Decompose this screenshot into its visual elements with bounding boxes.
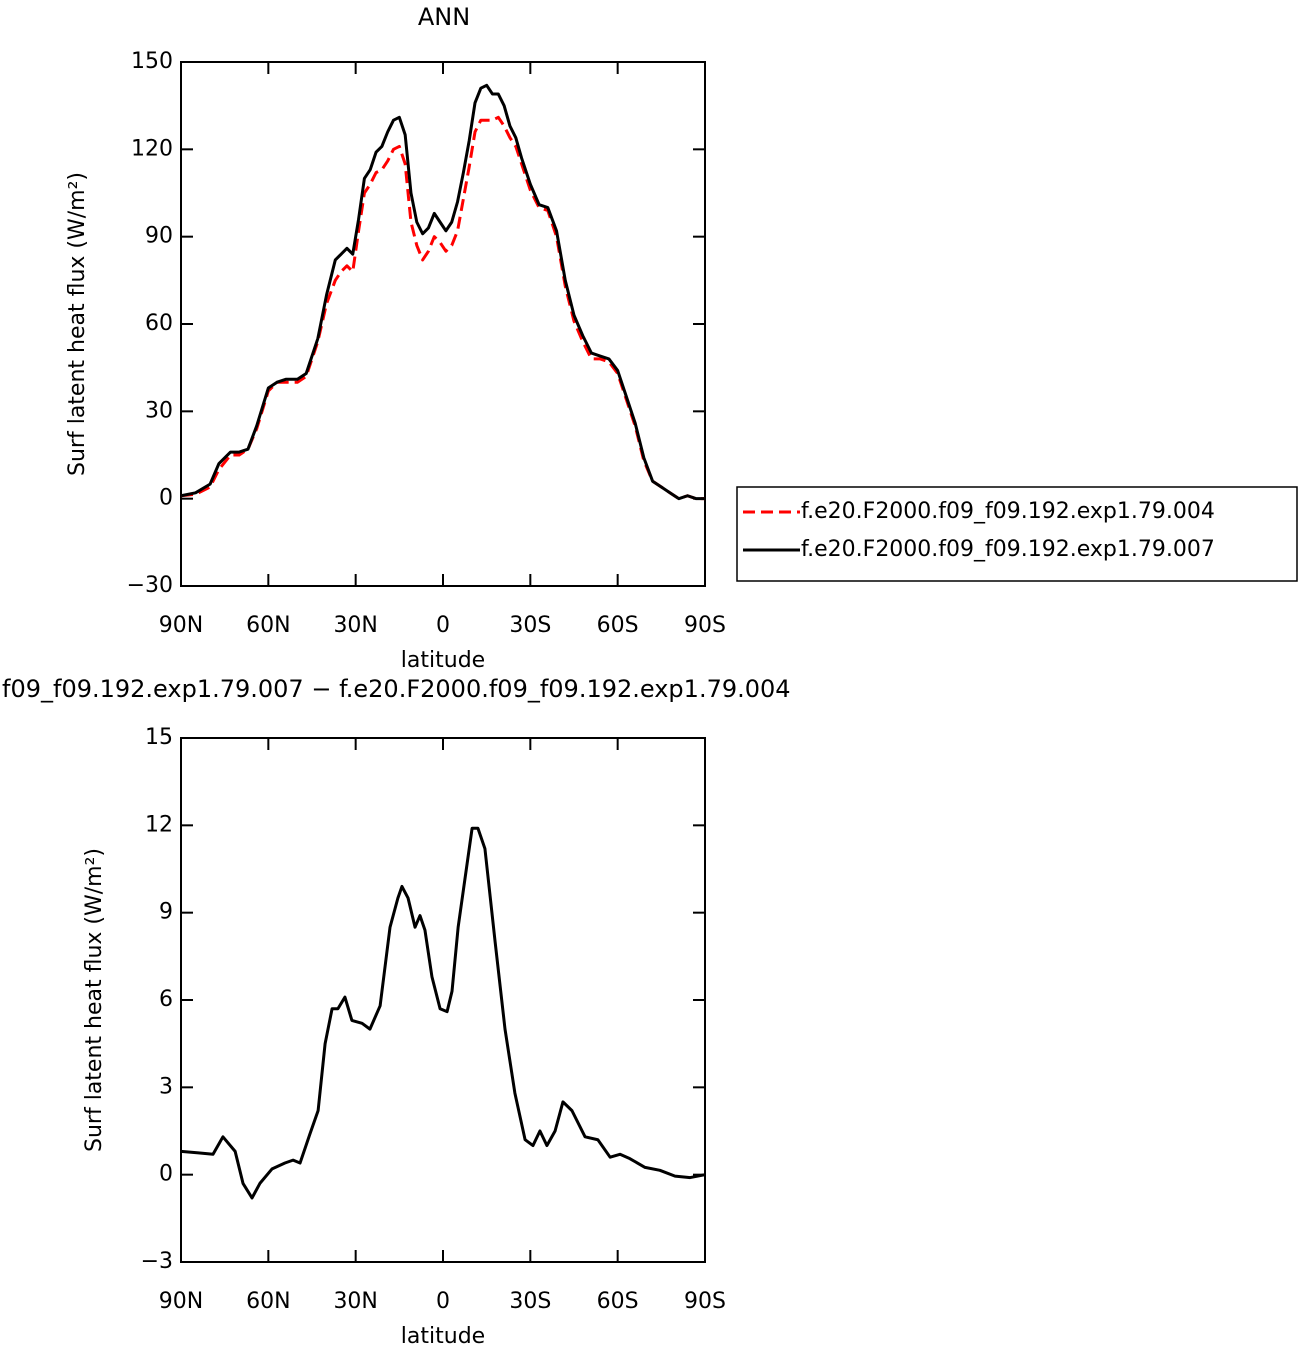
x-tick-label: 30S	[509, 613, 551, 638]
x-tick-label: 60N	[246, 613, 290, 638]
x-tick-label: 30S	[509, 1289, 551, 1314]
plot-frame	[180, 61, 706, 587]
data-line	[180, 826, 706, 1200]
x-tick-label: 90N	[159, 1289, 203, 1314]
x-tick-label: 90S	[684, 613, 726, 638]
y-tick-label: −30	[127, 573, 173, 598]
x-tick-label: 30N	[333, 1289, 377, 1314]
legend-label: f.e20.F2000.f09_f09.192.exp1.79.004	[801, 499, 1215, 524]
x-axis-label: latitude	[401, 648, 485, 673]
x-tick-label: 90S	[684, 1289, 726, 1314]
data-line	[180, 83, 705, 501]
y-tick-label: 120	[131, 136, 173, 161]
x-tick-label: 60S	[597, 1289, 639, 1314]
data-line	[180, 115, 705, 501]
y-tick-label: 0	[159, 1162, 173, 1187]
y-tick-label: 150	[131, 49, 173, 74]
x-tick-label: 60N	[246, 1289, 290, 1314]
x-tick-label: 0	[436, 613, 450, 638]
y-axis-label: Surf latent heat flux (W/m²)	[82, 848, 107, 1152]
x-axis-label: latitude	[401, 1324, 485, 1349]
y-tick-label: 0	[159, 486, 173, 511]
y-tick-label: 3	[159, 1074, 173, 1099]
y-tick-label: 9	[159, 900, 173, 925]
y-tick-label: 6	[159, 987, 173, 1012]
y-tick-label: 15	[145, 725, 173, 750]
legend-box	[736, 486, 1298, 582]
y-tick-label: 12	[145, 812, 173, 837]
y-tick-label: 30	[145, 398, 173, 423]
x-tick-label: 60S	[597, 613, 639, 638]
chart-title: ANN	[418, 3, 470, 31]
y-tick-label: 60	[145, 311, 173, 336]
x-tick-label: 0	[436, 1289, 450, 1314]
y-axis-label: Surf latent heat flux (W/m²)	[65, 172, 90, 476]
y-tick-label: −3	[141, 1249, 173, 1274]
y-tick-label: 90	[145, 224, 173, 249]
x-tick-label: 90N	[159, 613, 203, 638]
legend-label: f.e20.F2000.f09_f09.192.exp1.79.007	[801, 537, 1215, 562]
chart-title: f09_f09.192.exp1.79.007 − f.e20.F2000.f0…	[2, 675, 791, 703]
x-tick-label: 30N	[333, 613, 377, 638]
